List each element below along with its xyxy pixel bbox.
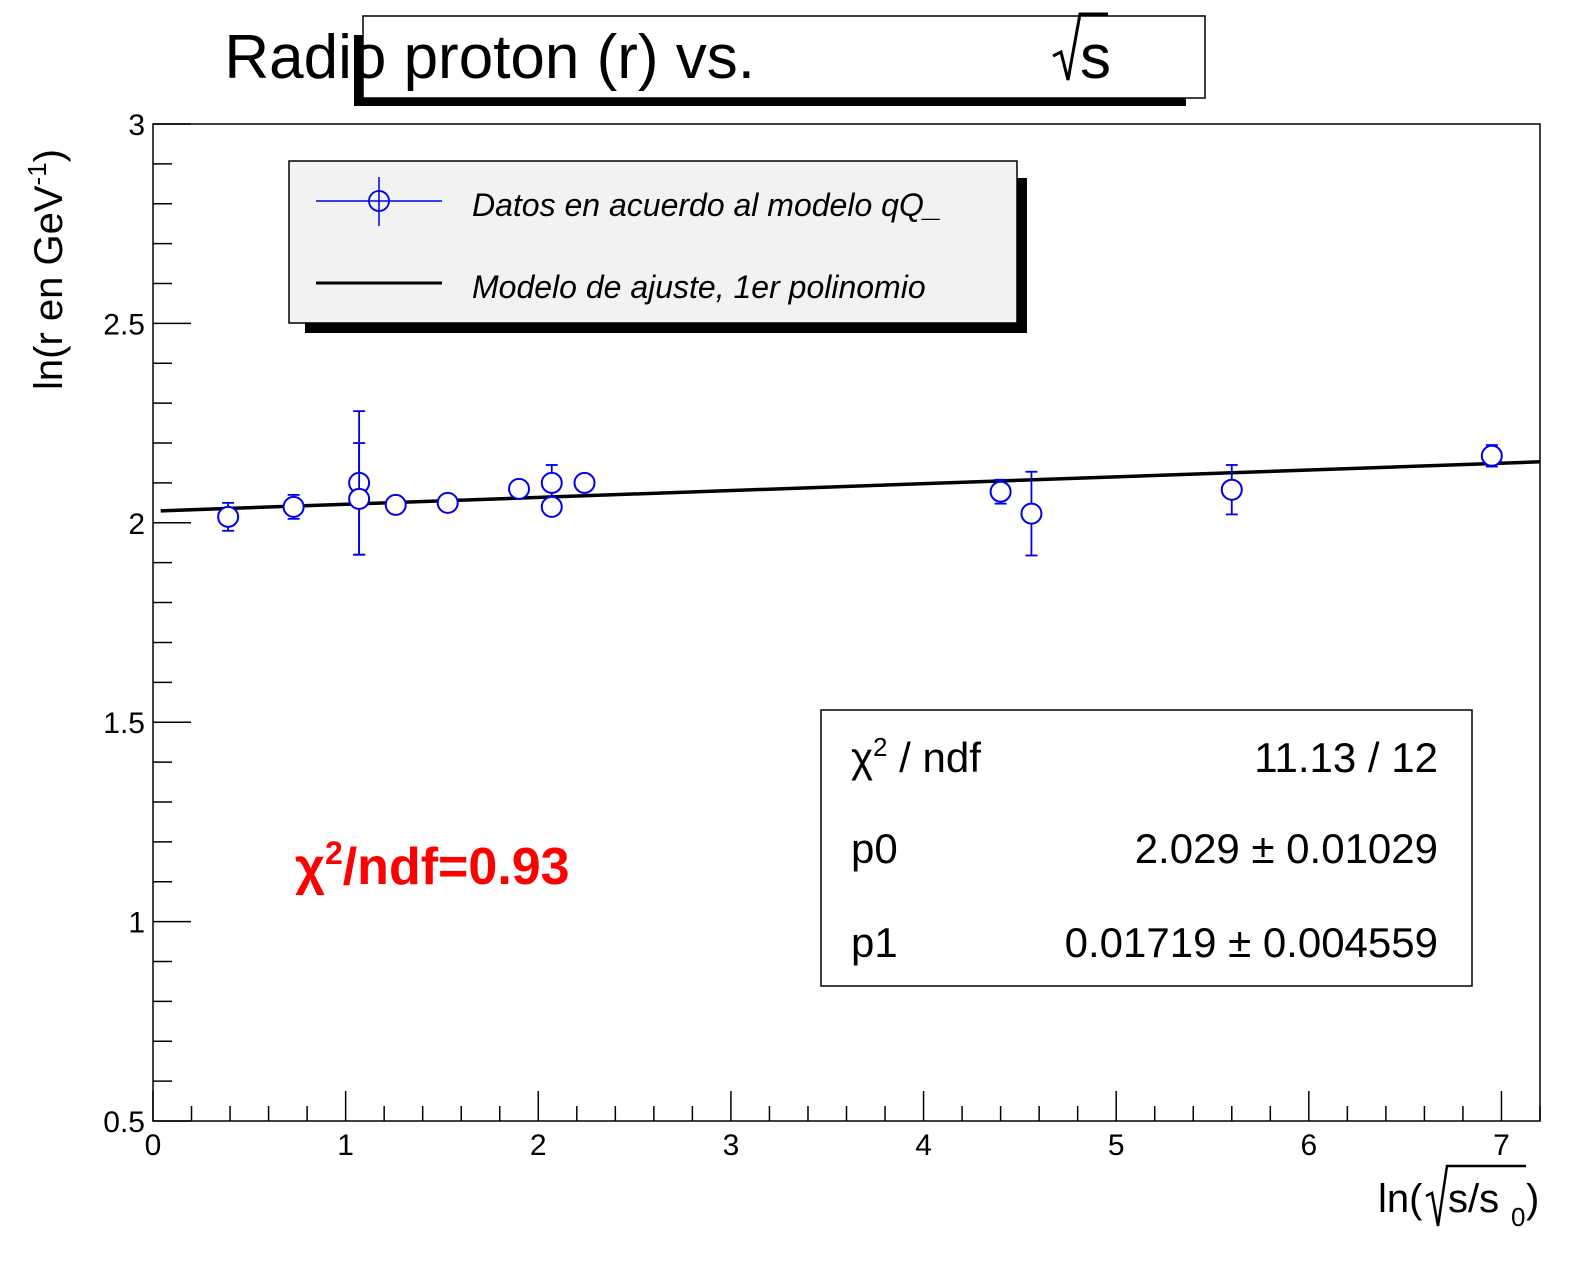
legend-label-fit: Modelo de ajuste, 1er polinomio [472,269,926,305]
chi2-annotation-rest: /ndf=0.93 [343,838,570,896]
x-tick-label: 3 [723,1129,740,1162]
title-box: Radio proton (r) vs. s [224,12,1206,106]
data-point [1480,444,1503,468]
x-axis-label-suffix: ) [1526,1177,1539,1221]
data-point-marker [573,471,596,494]
y-axis-label-main: ln(r en GeV [27,185,71,390]
y-tick-label: 2 [128,508,145,541]
data-point-marker [1220,478,1243,501]
x-tick-label: 1 [337,1129,354,1162]
y-axis-tick-labels: 0.5 1 1.5 2 2.5 3 [103,109,145,1139]
stats-frame [820,709,1473,987]
data-point-marker [282,495,305,518]
x-tick-label: 6 [1300,1129,1317,1162]
y-tick-label: 1.5 [103,707,145,740]
x-tick-label: 5 [1108,1129,1125,1162]
data-point [1020,470,1043,557]
stats-label-p0: p0 [851,825,898,872]
stats-label-chi2: χ2 / ndf [851,732,981,781]
data-point [1220,464,1243,516]
y-axis-label-superscript: -1 [22,162,52,185]
x-axis-label: ln( s/s 0 ) [1378,1164,1539,1232]
legend-marker-data [316,177,442,226]
data-point [217,501,240,532]
stats-box: χ2 / ndf 11.13 / 12 p0 2.029 ± 0.01029 p… [820,709,1473,987]
data-point [282,493,305,520]
stats-value-p0: 2.029 ± 0.01029 [1135,825,1438,872]
x-tick-label: 0 [145,1129,162,1162]
y-tick-label: 2.5 [103,308,145,341]
legend: Datos en acuerdo al modelo qQ_ Modelo de… [288,160,1027,333]
data-point [989,478,1012,505]
data-point-marker [436,491,459,514]
data-point [348,442,371,556]
stats-value-p1: 0.01719 ± 0.004559 [1065,919,1438,966]
data-point [573,471,596,494]
data-point [436,491,459,514]
data-point [384,493,407,516]
x-tick-label: 4 [915,1129,932,1162]
x-axis-label-prefix: ln( [1378,1177,1423,1221]
y-axis-ticks [153,123,191,1122]
y-tick-label: 0.5 [103,1106,145,1139]
stats-value-chi2: 11.13 / 12 [1254,734,1438,781]
x-axis-label-radicand: s/s [1448,1177,1499,1221]
x-tick-label: 2 [530,1129,547,1162]
title-sqrt-arg: s [1080,23,1111,92]
x-axis-tick-labels: 0 1 2 3 4 5 6 7 [145,1129,1510,1162]
x-axis-label-sqrt-sign [1425,1164,1526,1227]
stats-label-p1: p1 [851,919,898,966]
y-axis-label: ln(r en GeV-1) [22,149,71,390]
data-point-marker [1480,444,1503,467]
data-point-marker [217,505,240,528]
chi2-annotation-sup: 2 [325,835,343,871]
data-point [540,495,563,518]
data-point-marker [348,487,371,510]
y-tick-label: 1 [128,907,145,940]
x-axis-label-subscript: 0 [1511,1202,1525,1232]
legend-frame [288,160,1018,324]
data-point-marker [989,480,1012,503]
x-axis-ticks [152,1091,1541,1121]
chi2-annotation: χ2/ndf=0.93 [295,835,570,896]
chi2-annotation-main: χ [295,838,325,896]
y-tick-label: 3 [128,109,145,142]
svg-text:ln(r en GeV-1): ln(r en GeV-1) [22,149,71,390]
chart-title: Radio proton (r) vs. [224,23,755,92]
y-axis-label-suffix: ) [27,149,71,162]
data-points-layer [217,410,1503,557]
data-point-marker [540,495,563,518]
legend-label-data: Datos en acuerdo al modelo qQ_ [472,187,942,223]
title-box-frame [362,15,1206,99]
data-point-marker [1020,502,1043,525]
data-point-marker [384,493,407,516]
x-tick-label: 7 [1493,1129,1510,1162]
data-point-marker [508,477,531,500]
title-sqrt-sign [1052,12,1108,81]
data-point [508,477,531,500]
data-point-marker [540,471,563,494]
